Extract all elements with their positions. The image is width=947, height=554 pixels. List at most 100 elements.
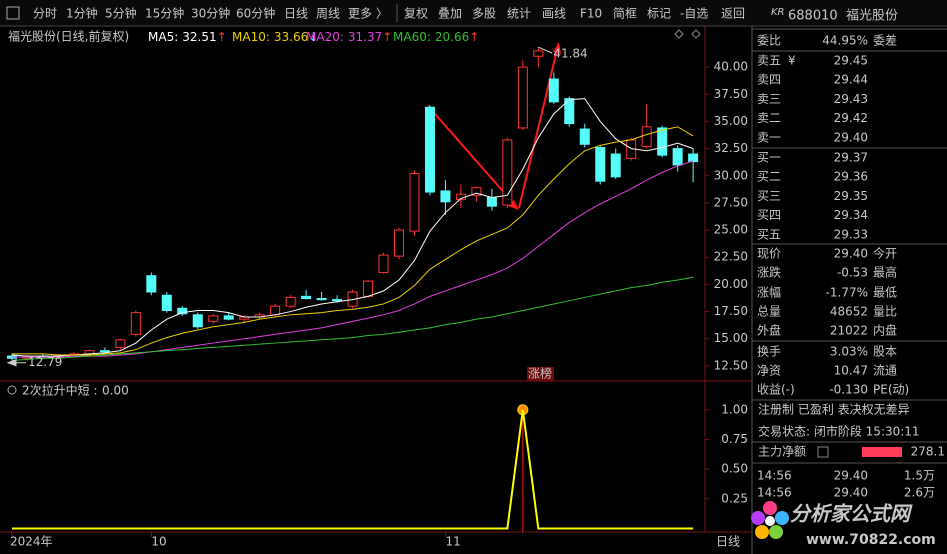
tool-button[interactable]: 多股 [472,7,496,21]
trade-price: 29.40 [834,469,868,483]
quote-value: 29.33 [834,227,868,241]
period-tab[interactable]: 5分钟 [105,6,137,21]
quote-label: 涨跌 [757,265,781,280]
menu-icon[interactable] [6,6,20,20]
quote-value: -1.77% [826,286,868,300]
quote-value: 29.35 [834,189,868,203]
candle-body [486,196,497,207]
quote-label: 收益(-) [757,383,795,397]
tool-button[interactable]: 叠加 [438,7,462,21]
x-tick-label: 10 [151,535,166,549]
quote-label: 涨幅 [757,285,781,300]
y-tick-label: 30.00 [714,168,748,182]
tool-button[interactable]: -自选 [680,7,708,21]
ma-line [11,276,694,361]
candle-body [146,275,157,293]
indicator-icon[interactable] [7,385,17,395]
candle-body [641,126,652,147]
main-net-icon[interactable] [817,446,829,458]
quote-label: 卖五 [757,54,781,68]
tool-button[interactable]: 画线 [542,7,566,21]
period-tab[interactable]: 30分钟 [191,6,230,21]
quote-value: 48652 [830,305,868,319]
quote-value: 29.42 [834,111,868,125]
quote-label: 最高 [873,265,897,280]
ma-legend-trend: ↓ [308,30,318,44]
ma-line [12,126,694,356]
tool-button[interactable]: 复权 [404,7,428,21]
candle-body [471,187,482,196]
currency: ¥ [788,54,796,68]
quote-label: 卖三 [757,92,781,106]
candle-body [533,50,544,57]
period-tab[interactable]: 日线 [284,7,308,21]
ma-legend-name: MA20: [306,30,344,44]
tool-button[interactable]: 简框 [613,7,637,21]
ma-legend-name: MA10: [232,30,270,44]
quote-value: 29.45 [834,54,868,68]
trade-volume: 2.6万 [904,486,935,500]
period-tab[interactable]: 15分钟 [145,6,184,21]
candle-body [192,314,203,328]
quote-value: 29.34 [834,208,868,222]
candle-body [440,190,451,203]
candle-body [285,296,296,307]
period-label: 日线 [716,535,740,549]
quote-label: 量比 [873,305,897,319]
period-tab[interactable]: 分时 [33,7,57,21]
tool-button[interactable]: F10 [580,7,602,21]
quote-label: 外盘 [757,323,781,338]
y-tick-label: 27.50 [714,195,748,209]
y-tick-label: 12.50 [714,358,748,372]
tool-button[interactable]: 统计 [507,7,531,21]
candle-body [610,153,621,178]
candle-body [115,339,126,348]
candle-body [161,294,172,311]
badge: KR [771,7,785,18]
quote-value: 44.95% [822,34,868,48]
logo-url: www.70822.com [806,532,936,548]
period-tab[interactable]: 更多 〉 [348,7,388,21]
quote-value: 29.37 [834,151,868,165]
quote-value: -0.53 [837,266,868,280]
quote-label: 卖一 [757,130,781,144]
indicator-line [12,409,694,530]
ma-legend: MA20: 31.37↑ [306,30,392,44]
quote-label: 买五 [757,227,781,241]
candle-body [688,153,699,163]
tag-label: 涨榜 [528,366,552,381]
trade-price: 29.40 [834,486,868,500]
high-label: 41.84 [553,47,587,61]
candle-body [223,315,234,320]
main-net-value: 278.1 [911,445,945,459]
quote-label: 卖四 [757,73,781,87]
quote-label: 换手 [757,345,781,359]
pane-icons[interactable] [674,29,701,39]
quote-value: 3.03% [830,345,868,359]
candle-body [394,229,404,257]
logo-title: 分析家公式网 [790,502,913,526]
quote-label: 买四 [757,208,781,222]
period-tab[interactable]: 周线 [316,7,340,21]
y-tick-label: 17.50 [714,304,748,318]
trade-time: 14:56 [757,469,792,483]
candle-body [363,280,374,297]
ma-legend: MA60: 20.66↑ [393,30,479,44]
period-tab[interactable]: 1分钟 [66,6,98,21]
stock-name: 福光股份 [846,9,898,24]
ma-legend: MA5: 32.51↑ [148,30,227,44]
period-tab[interactable]: 60分钟 [236,6,275,21]
tool-button[interactable]: 返回 [721,7,745,21]
y-tick-label: 32.50 [714,141,748,155]
candle-body [301,295,312,300]
quote-label: 买三 [757,189,781,203]
quote-value: 29.40 [834,247,868,261]
x-tick-label: 2024年 [10,535,53,549]
quote-label: 买二 [757,170,781,184]
y-tick-label: 15.00 [714,331,748,345]
ma-legend-trend: ↑ [382,30,392,44]
tool-button[interactable]: 标记 [647,7,671,21]
candle-body [99,350,110,353]
candle-body [424,106,435,193]
